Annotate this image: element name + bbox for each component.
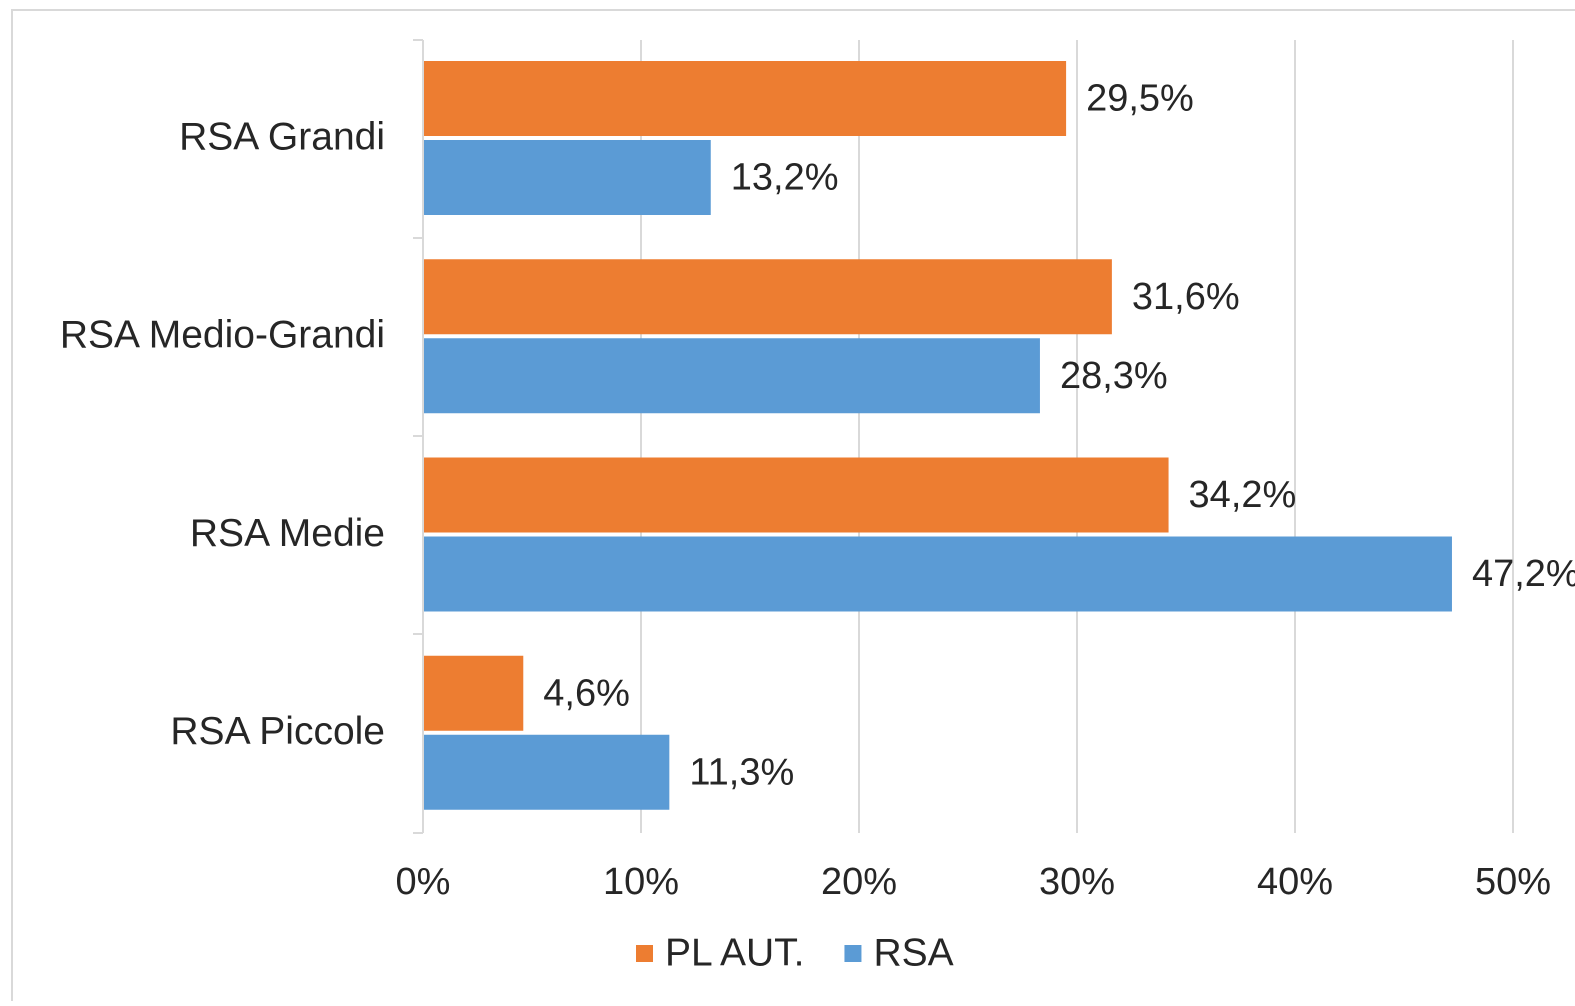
category-label: RSA Piccole xyxy=(170,710,385,753)
bar xyxy=(423,338,1040,414)
x-tick-label: 0% xyxy=(396,861,451,903)
value-label: 4,6% xyxy=(543,672,630,714)
bar xyxy=(423,61,1067,136)
bar xyxy=(423,259,1112,335)
value-label: 28,3% xyxy=(1060,355,1168,397)
value-label: 34,2% xyxy=(1189,474,1297,516)
value-label: 47,2% xyxy=(1472,553,1575,595)
category-ticks xyxy=(413,39,423,834)
value-label: 31,6% xyxy=(1132,276,1240,318)
legend-label: PL AUT. xyxy=(665,931,804,974)
bar xyxy=(423,457,1169,533)
chart-frame xyxy=(11,9,1575,1006)
x-tick-label: 10% xyxy=(603,861,679,903)
legend-label: RSA xyxy=(873,931,953,974)
bar xyxy=(423,536,1452,612)
x-tick-label: 40% xyxy=(1257,861,1333,903)
category-label: RSA Grandi xyxy=(179,115,385,158)
bar xyxy=(423,655,524,731)
x-tick-label: 50% xyxy=(1475,861,1551,903)
bars xyxy=(423,61,1452,810)
value-label: 11,3% xyxy=(689,751,794,793)
value-label: 13,2% xyxy=(731,157,839,199)
category-label: RSA Medie xyxy=(190,512,385,555)
value-label: 29,5% xyxy=(1086,78,1194,120)
x-tick-label: 20% xyxy=(821,861,897,903)
bar xyxy=(423,140,711,215)
legend-swatch xyxy=(636,945,653,962)
bar xyxy=(423,734,670,810)
x-tick-label: 30% xyxy=(1039,861,1115,903)
category-label: RSA Medio-Grandi xyxy=(60,314,385,357)
legend-swatch xyxy=(844,945,862,962)
